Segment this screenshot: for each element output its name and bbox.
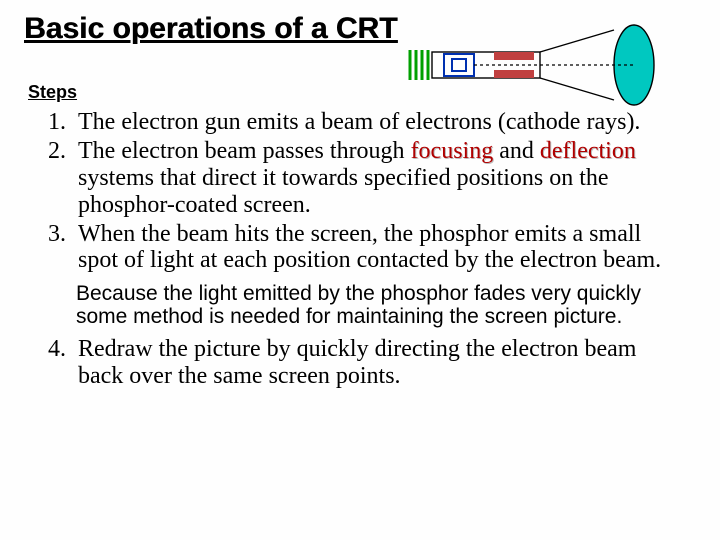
kw-deflection: deflection — [540, 138, 636, 164]
step-2-b: and — [493, 138, 540, 164]
electron-gun-pins — [410, 50, 428, 80]
slide-title: Basic operations of a CRT — [24, 12, 397, 46]
crt-diagram — [400, 22, 670, 112]
kw-focusing: focusing — [411, 138, 494, 164]
step-2-c: systems that direct it towards specified… — [78, 165, 609, 218]
step-3: When the beam hits the screen, the phosp… — [72, 221, 676, 275]
crt-neck-top — [540, 30, 614, 52]
steps-list: The electron gun emits a beam of electro… — [24, 109, 696, 274]
step-4: Redraw the picture by quickly directing … — [72, 336, 676, 390]
step-2: The electron beam passes through focusin… — [72, 138, 676, 219]
focusing-plate-outer — [444, 54, 474, 76]
note-text: Because the light emitted by the phospho… — [76, 282, 696, 328]
slide: Basic operations of a CRT Steps The elec… — [0, 0, 720, 540]
step-1-text: The electron gun emits a beam of electro… — [78, 109, 640, 135]
deflection-plate-top — [494, 52, 534, 60]
focusing-plate-inner — [452, 59, 466, 71]
step-3-text: When the beam hits the screen, the phosp… — [78, 221, 661, 274]
step-1: The electron gun emits a beam of electro… — [72, 109, 676, 136]
crt-neck-bottom — [540, 78, 614, 100]
steps-list-cont: Redraw the picture by quickly directing … — [24, 336, 696, 390]
deflection-plate-bottom — [494, 70, 534, 78]
step-4-text: Redraw the picture by quickly directing … — [78, 336, 636, 389]
step-2-a: The electron beam passes through — [78, 138, 411, 164]
